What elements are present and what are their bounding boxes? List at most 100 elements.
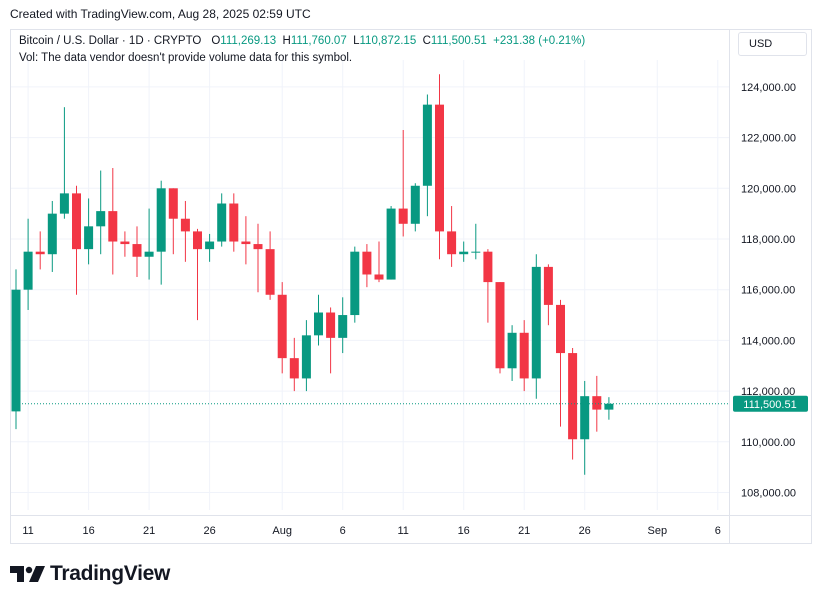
last-price-tag (733, 395, 808, 412)
candle-body (277, 294, 287, 359)
candle (72, 185, 81, 295)
symbol-legend: Bitcoin / U.S. Dollar · 1D · CRYPTO O 111,… (19, 35, 585, 47)
candle-body (568, 353, 578, 440)
candle-body (459, 251, 469, 255)
close-value: 111,500.51 (430, 35, 487, 47)
symbol-name: Bitcoin / U.S. Dollar · 1D · CRYPTO (19, 35, 202, 47)
price-axis[interactable]: 108,000.00 110,000.00 112,000.00 114,000.00… (741, 82, 796, 500)
y-tick-label: 122,000.00 (741, 133, 796, 145)
candle-body (435, 104, 444, 232)
currency-selector[interactable]: USD (738, 32, 807, 56)
candle (362, 244, 372, 288)
candle (180, 200, 190, 262)
low-label: L (353, 35, 360, 47)
candle (193, 228, 202, 321)
close-label: C (422, 35, 431, 47)
candle-body (386, 208, 396, 280)
candle (447, 206, 457, 267)
candle (229, 193, 239, 252)
candle (410, 183, 420, 232)
candle-body (410, 185, 420, 224)
candle (265, 231, 275, 300)
candle-body (556, 304, 565, 354)
created-caption: Created with TradingView.com, Aug 28, 20… (10, 7, 311, 21)
y-tick-label: 112,000.00 (741, 386, 795, 398)
candle (132, 226, 142, 278)
candle (144, 208, 154, 280)
candle (326, 307, 336, 374)
candle-body (205, 241, 215, 250)
candle-body (72, 193, 81, 250)
volume-note: Vol: The data vendor doesn't provide vol… (19, 52, 353, 64)
candle (495, 282, 505, 374)
candle (96, 170, 106, 255)
candle (386, 206, 396, 280)
candle-body (229, 203, 239, 242)
tradingview-logo-icon (10, 566, 45, 582)
y-tick-label: 124,000.00 (741, 82, 796, 94)
candle (314, 294, 323, 346)
candle-body (289, 358, 299, 379)
candle-body (374, 274, 384, 280)
candle (277, 282, 287, 374)
candle-body (168, 188, 178, 219)
candle-body (350, 251, 360, 316)
candle (23, 218, 33, 310)
candle (289, 337, 299, 392)
candle (592, 375, 602, 432)
candle (507, 325, 517, 381)
last-price-line: 111,500.51 (10, 395, 808, 412)
candle (398, 129, 408, 237)
candle (168, 188, 178, 255)
candle-body (23, 251, 33, 290)
candle (241, 216, 251, 265)
candle-body (531, 266, 541, 379)
candle-body (35, 251, 45, 255)
candle-body (59, 193, 69, 214)
candle (11, 269, 21, 430)
candle-body (265, 249, 275, 295)
candle (519, 320, 529, 392)
candle (568, 348, 578, 460)
y-tick-label: 110,000.00 (741, 437, 795, 449)
candle-body (156, 188, 166, 252)
high-value: 111,760.07 (290, 35, 347, 47)
candle-body (11, 289, 21, 412)
candle (374, 241, 384, 283)
candle-body (120, 241, 130, 245)
y-tick-label: 116,000.00 (741, 285, 795, 297)
open-label: O (211, 35, 221, 47)
candle (435, 74, 444, 260)
candle (483, 249, 493, 323)
change-value: +231.38 (+0.21%) (493, 35, 586, 47)
x-tick-label: 21 (143, 525, 155, 537)
y-tick-label: 120,000.00 (741, 183, 796, 195)
chart-frame (10, 29, 812, 544)
tradingview-logo[interactable]: TradingView (10, 562, 170, 586)
candle (531, 254, 541, 399)
candle-body (326, 312, 336, 338)
candle-body (580, 396, 590, 440)
x-tick-label: 6 (715, 525, 721, 537)
candle (156, 180, 166, 285)
x-tick-label: Sep (648, 525, 668, 537)
candle-body (180, 218, 190, 232)
candle (604, 397, 614, 420)
time-axis[interactable]: 11 16 21 26 Aug 6 11 16 21 26 Sep 6 (22, 525, 720, 537)
candle-body (543, 266, 553, 305)
candle (59, 107, 69, 219)
candle-body (96, 211, 106, 227)
last-price-label: 111,500.51 (743, 399, 796, 411)
x-tick-label: 11 (397, 525, 408, 537)
candle-body (604, 403, 614, 410)
candle (35, 231, 45, 270)
candle (301, 320, 311, 392)
y-tick-label: 118,000.00 (741, 234, 795, 246)
candle (205, 233, 215, 262)
y-tick-label: 114,000.00 (741, 335, 795, 347)
candle (84, 198, 94, 265)
x-tick-label: 11 (22, 525, 33, 537)
candle (556, 299, 565, 427)
low-value: 110,872.15 (359, 35, 417, 47)
